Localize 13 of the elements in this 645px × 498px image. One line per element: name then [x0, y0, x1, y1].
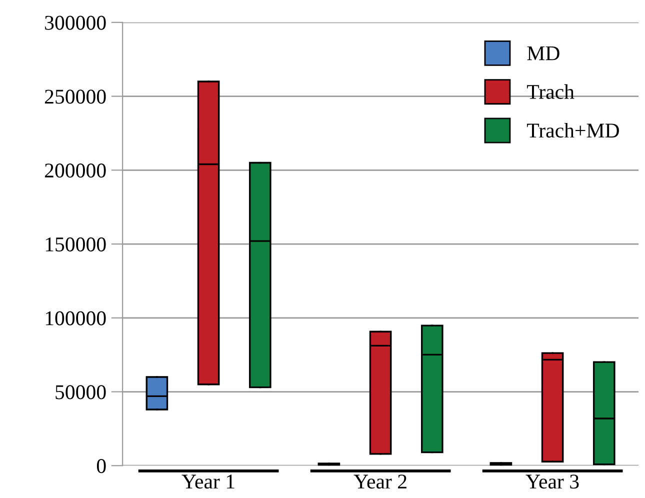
y-tick-label: 50000 [56, 385, 106, 400]
x-tick-label: Year 2 [354, 474, 406, 489]
y-tick-label: 250000 [44, 90, 106, 104]
x-tick-label: Year 1 [182, 474, 234, 489]
legend-label: Trach [527, 84, 574, 99]
y-tick-label: 300000 [45, 16, 106, 30]
y-tick-label: 150000 [46, 237, 106, 252]
y-tick-label: 100000 [46, 311, 106, 326]
y-tick-label: 200000 [44, 164, 106, 178]
legend-label: MD [527, 46, 560, 60]
y-tick-label: 0 [96, 459, 106, 474]
x-tick-label: Year 3 [526, 474, 579, 489]
legend-label: Trach+MD [527, 122, 619, 138]
